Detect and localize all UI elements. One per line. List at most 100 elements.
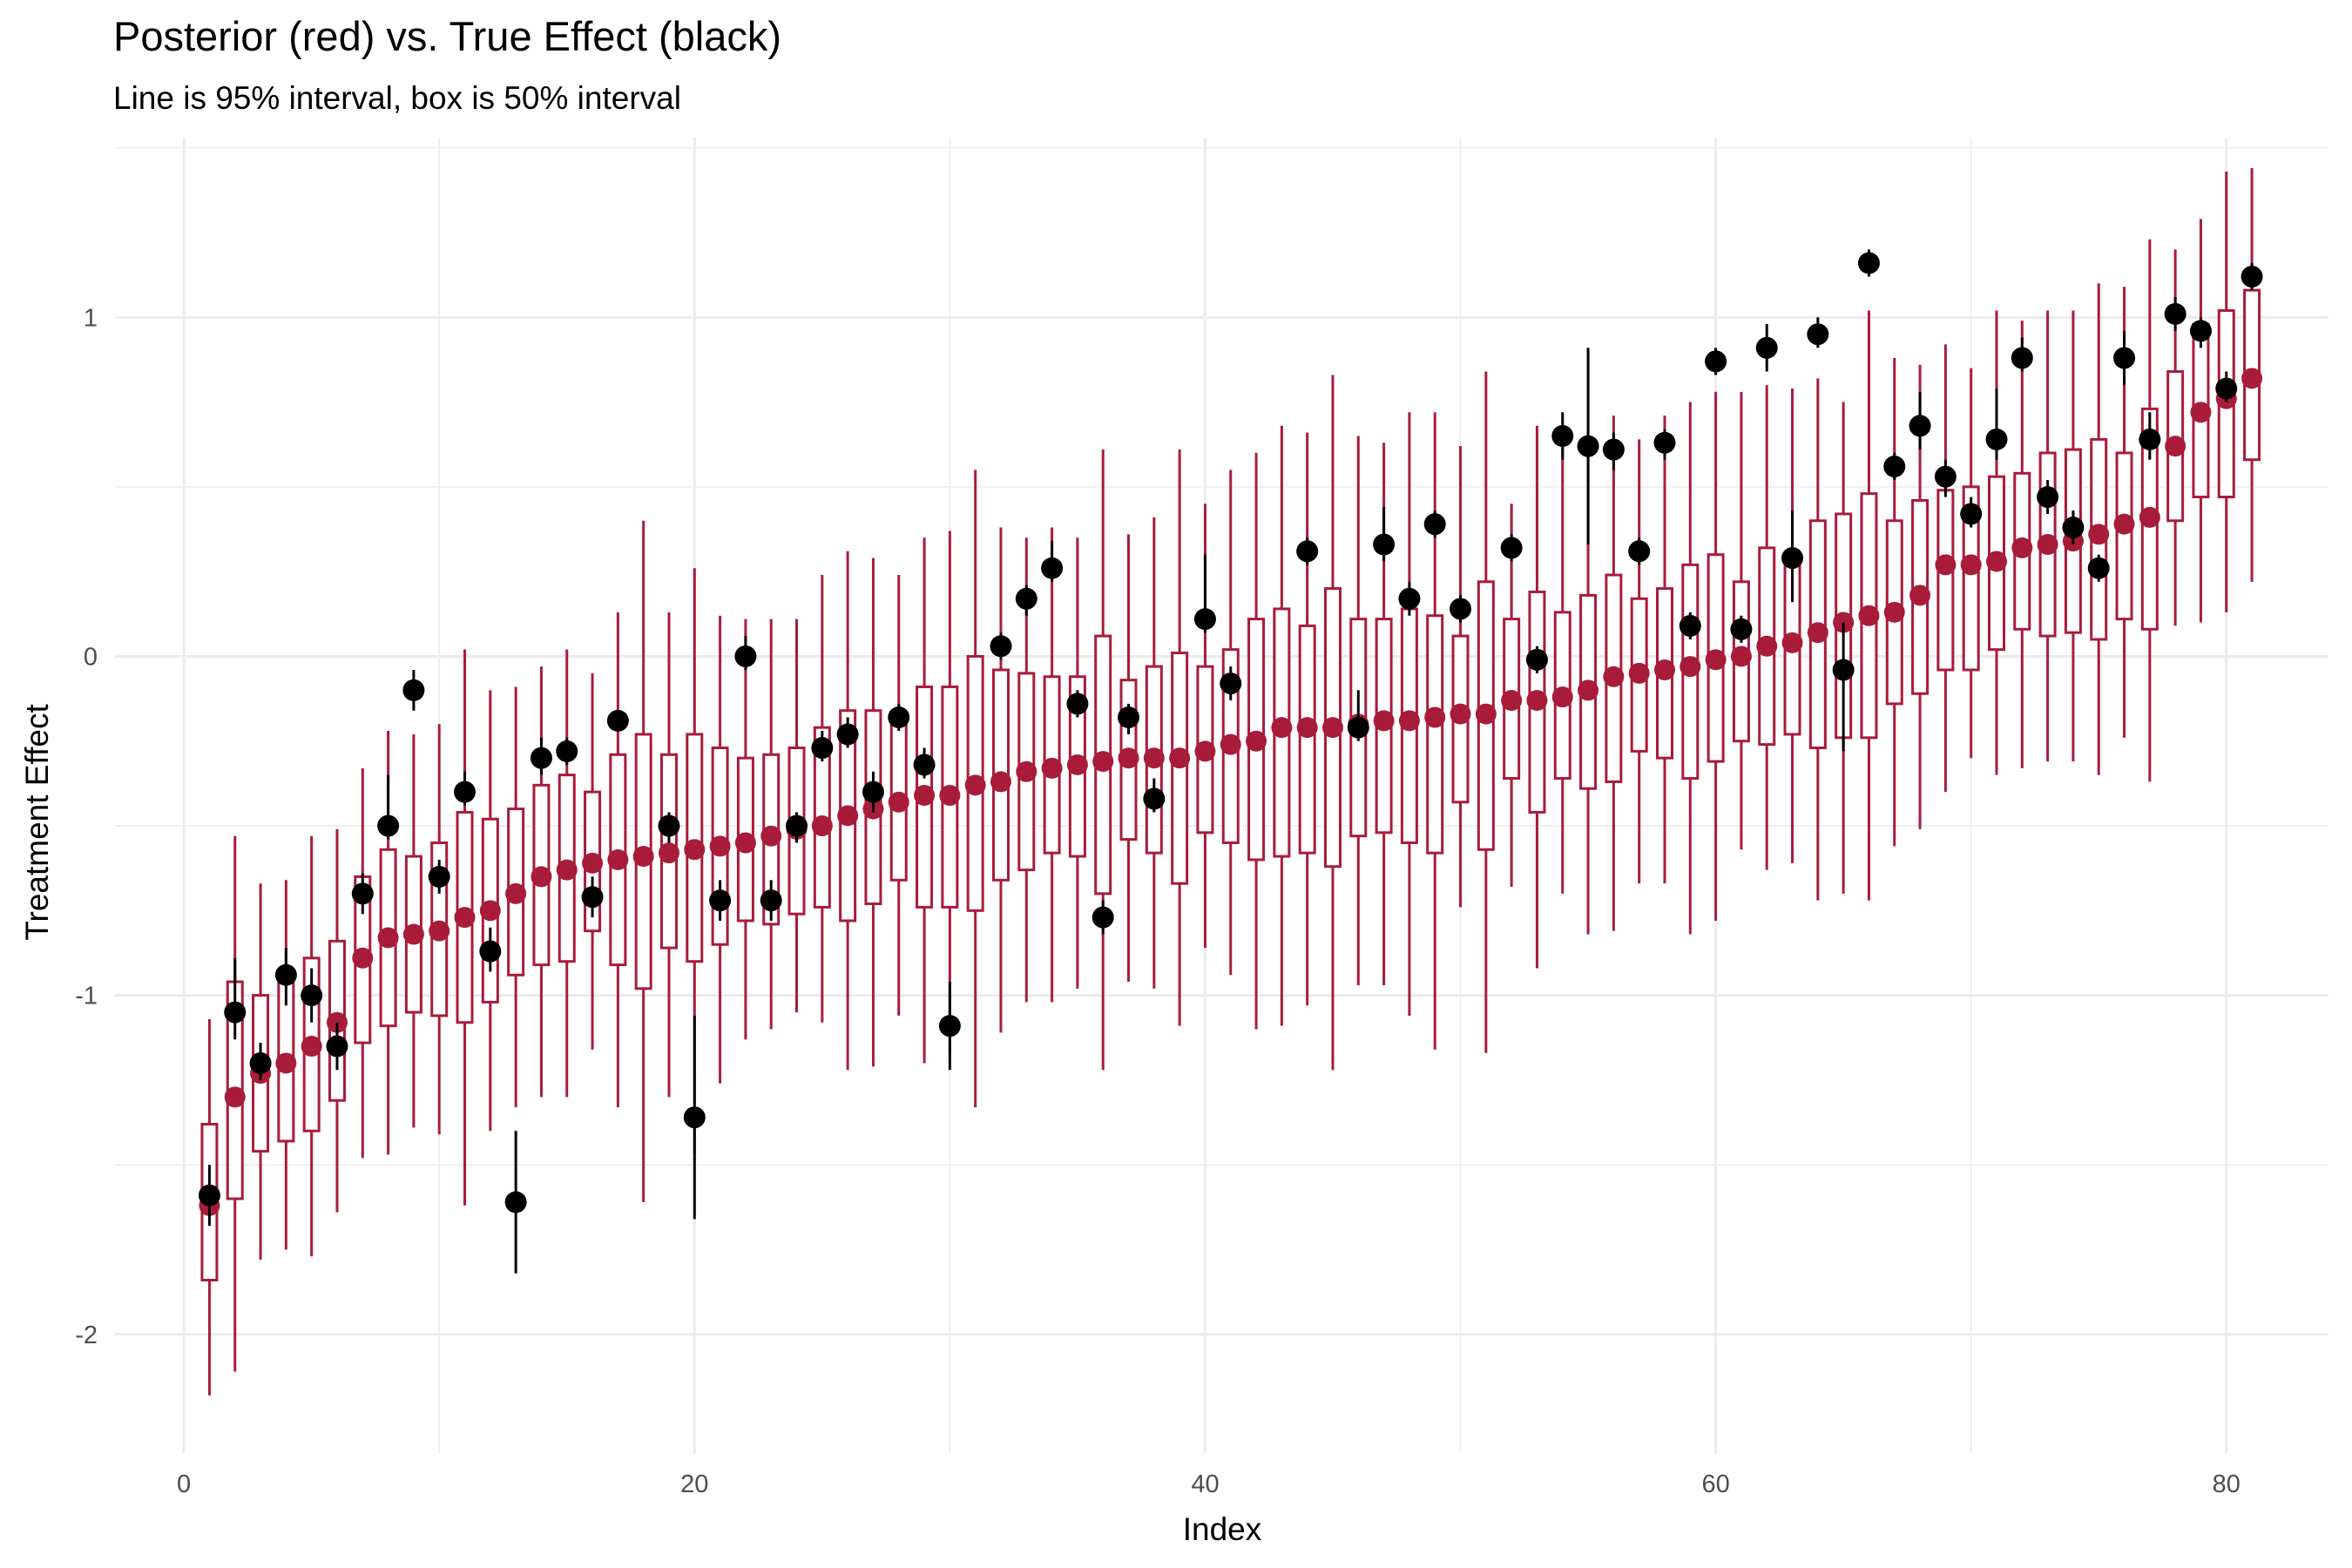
true-effect-point (2062, 517, 2085, 539)
true-effect-point (1909, 415, 1931, 437)
y-axis-title: Treatment Effect (19, 704, 55, 941)
posterior-median-point (1935, 554, 1957, 576)
true-effect-point (581, 886, 604, 909)
posterior-median-point (1246, 730, 1267, 752)
chart-title: Posterior (red) vs. True Effect (black) (113, 13, 782, 59)
posterior-median-point (1271, 717, 1293, 739)
posterior-median-point (1016, 760, 1037, 782)
posterior-series (199, 168, 2263, 1396)
true-effect-point (2215, 377, 2238, 400)
true-effect-point (1628, 540, 1651, 563)
true-effect-point (2139, 428, 2161, 450)
posterior-median-point (632, 846, 654, 868)
posterior-median-point (1501, 690, 1523, 712)
true-effect-point (836, 723, 859, 746)
posterior-median-point (760, 825, 782, 847)
posterior-median-point (1730, 645, 1752, 667)
true-effect-point (1193, 608, 1216, 631)
true-effect-point (1934, 465, 1957, 488)
x-tick-label: 80 (2213, 1470, 2240, 1498)
posterior-median-point (837, 805, 859, 827)
posterior-median-point (275, 1052, 297, 1074)
posterior-median-point (1526, 690, 1548, 712)
chart-subtitle: Line is 95% interval, box is 50% interva… (113, 80, 681, 116)
posterior-median-point (888, 791, 909, 813)
true-effect-point (1705, 350, 1727, 373)
posterior-median-point (1321, 717, 1343, 739)
y-tick-label: 0 (84, 643, 98, 671)
posterior-median-point (964, 774, 986, 796)
posterior-median-point (2241, 368, 2263, 389)
true-effect-point (1730, 618, 1753, 640)
true-effect-point (1143, 787, 1166, 810)
posterior-median-point (1092, 751, 1114, 773)
posterior-median-point (1883, 601, 1905, 623)
x-tick-label: 0 (177, 1470, 191, 1498)
true-effect-point (326, 1035, 348, 1058)
posterior-median-point (1960, 554, 1982, 576)
posterior-median-point (1807, 622, 1828, 644)
true-effect-point (1220, 672, 1242, 695)
true-effect-point (990, 635, 1012, 658)
true-effect-point (606, 709, 629, 732)
posterior-median-point (1603, 666, 1625, 687)
posterior-median-point (811, 815, 833, 837)
posterior-median-point (1118, 747, 1139, 769)
true-effect-point (479, 940, 502, 963)
true-effect-point (428, 865, 450, 888)
true-effect-point (1296, 540, 1319, 563)
posterior-median-point (352, 947, 374, 969)
posterior-median-point (2113, 513, 2135, 535)
posterior-median-point (1041, 757, 1063, 779)
true-effect-point (1347, 716, 1369, 739)
posterior-median-point (402, 923, 424, 945)
posterior-median-point (1169, 747, 1191, 769)
posterior-median-point (1756, 635, 1778, 657)
posterior-median-point (1398, 710, 1420, 732)
posterior-median-point (531, 866, 552, 888)
posterior-50-box (1962, 485, 1980, 672)
y-tick-label: 1 (84, 304, 98, 332)
posterior-median-point (377, 927, 399, 949)
true-effect-point (351, 882, 374, 905)
posterior-median-point (939, 785, 961, 806)
true-effect-point (1450, 598, 1472, 620)
y-tick-label: -2 (75, 1321, 98, 1349)
posterior-median-point (505, 882, 527, 904)
true-effect-point (1755, 336, 1778, 359)
true-effect-point (1092, 906, 1114, 929)
true-effect-point (1551, 424, 1574, 447)
true-effect-point (913, 754, 936, 776)
posterior-median-point (1143, 747, 1165, 769)
posterior-median-point (2011, 537, 2033, 558)
true-effect-point (377, 814, 400, 837)
y-tick-label: -1 (75, 983, 98, 1010)
posterior-median-point (1475, 703, 1497, 725)
posterior-median-point (1578, 679, 1599, 701)
posterior-median-point (1296, 717, 1318, 739)
posterior-median-point (1985, 551, 2007, 572)
posterior-median-point (914, 785, 936, 806)
true-effect-point (1602, 438, 1625, 461)
true-effect-point (1398, 587, 1421, 610)
posterior-median-point (556, 859, 578, 881)
posterior-median-point (479, 900, 501, 922)
x-tick-label: 40 (1191, 1470, 1219, 1498)
posterior-median-point (429, 920, 450, 942)
posterior-median-point (1373, 710, 1395, 732)
posterior-median-point (1705, 649, 1727, 671)
true-effect-point (1653, 431, 1676, 454)
true-effect-point (938, 1015, 961, 1037)
true-effect-point (2189, 320, 2212, 342)
true-effect-point (454, 781, 476, 803)
true-effect-point (2164, 302, 2186, 325)
posterior-median-point (684, 839, 706, 861)
true-effect-point (1832, 659, 1855, 681)
true-effect-point (1500, 537, 1523, 559)
posterior-median-point (2190, 402, 2212, 423)
true-effect-point (301, 984, 323, 1007)
true-effect-point (1985, 428, 2008, 450)
posterior-median-point (582, 852, 604, 874)
true-effect-point (1015, 587, 1037, 610)
true-effect-point (1960, 503, 1983, 525)
